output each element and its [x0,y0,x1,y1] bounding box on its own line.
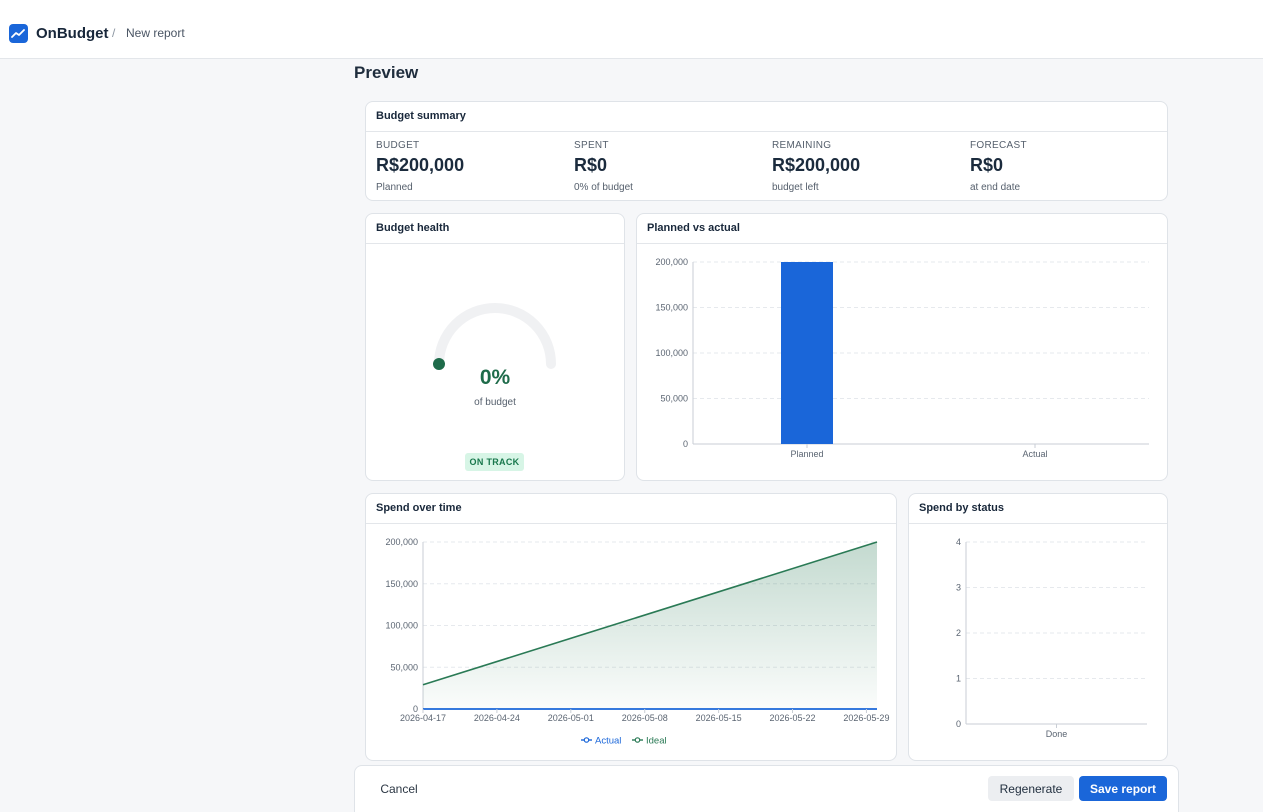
x-tick-label: 2026-05-15 [696,713,742,723]
app-name[interactable]: OnBudget [36,25,109,42]
stat-sub: at end date [970,182,1021,193]
y-tick-label: 2 [956,628,961,638]
legend-marker-ideal [634,737,641,743]
stat-value: R$0 [970,155,1004,175]
x-tick-label: 2026-05-22 [770,713,816,723]
x-tick-label: Planned [790,449,823,459]
y-tick-label: 50,000 [660,394,688,404]
stat-value: R$200,000 [772,155,861,175]
y-tick-label: 4 [956,537,961,547]
divider [366,131,1167,132]
divider [909,523,1167,524]
trend-up-icon[interactable] [9,24,28,43]
legend-label-actual: Actual [595,736,621,747]
legend-label-ideal: Ideal [646,736,667,747]
regenerate-button[interactable]: Regenerate [988,776,1074,801]
health-sub: of budget [474,397,516,408]
stat-value: R$200,000 [376,155,465,175]
card-title: Budget summary [376,110,466,122]
y-tick-label: 0 [683,439,688,449]
stat-sub: Planned [376,182,413,193]
report-footer: Cancel Regenerate Save report [354,765,1179,812]
health-gauge [433,303,556,370]
x-tick-label: Done [1046,729,1068,739]
y-tick-label: 0 [956,719,961,729]
budget-summary-card: Budget summary BUDGET R$200,000 Planned … [365,101,1168,201]
save-report-button[interactable]: Save report [1079,776,1167,801]
health-percent: 0% [479,366,511,389]
x-tick-label: Actual [1022,449,1047,459]
y-tick-label: 150,000 [385,579,418,589]
breadcrumb-current: New report [126,26,185,40]
status-badge: ON TRACK [465,453,524,471]
ideal-line [422,541,878,686]
top-bar: OnBudget / New report [0,0,1263,59]
y-tick-label: 100,000 [385,621,418,631]
spend-over-time-chart: 0 50,000 100,000 150,000 200,000 2026-04-17 20… [385,537,889,747]
gauge-indicator [433,358,445,370]
stat-sub: budget left [772,182,819,193]
stat-label: SPENT [574,140,609,151]
y-tick-label: 50,000 [390,662,418,672]
stat-sub: 0% of budget [574,182,633,193]
card-title: Spend by status [919,502,1004,514]
y-tick-label: 1 [956,674,961,684]
x-tick-label: 2026-05-01 [548,713,594,723]
divider [366,243,624,244]
planned-vs-actual-chart: 0 50,000 100,000 150,000 200,000 Planned Actua… [655,257,1149,459]
stat-label: REMAINING [772,140,832,151]
y-tick-label: 3 [956,583,961,593]
y-tick-label: 200,000 [655,257,688,267]
spend-over-time-card: Spend over time 0 50,000 100,000 150,000 200… [365,493,897,761]
x-tick-label: 2026-04-24 [474,713,520,723]
planned-vs-actual-card: Planned vs actual 0 50,000 100,000 150,000 2… [636,213,1168,481]
bar-planned [781,262,833,444]
y-tick-label: 150,000 [655,303,688,313]
stat-value: R$0 [574,155,608,175]
breadcrumb-separator: / [112,26,116,40]
legend-marker-actual [583,737,590,743]
y-tick-label: 100,000 [655,348,688,358]
stat-label: BUDGET [376,140,420,151]
x-tick-label: 2026-05-29 [843,713,889,723]
divider [637,243,1167,244]
budget-health-card: Budget health 0% of budget ON TRACK [365,213,625,481]
card-title: Planned vs actual [647,222,740,234]
ideal-area [423,542,877,709]
card-title: Budget health [376,222,450,234]
spend-by-status-card: Spend by status 0 1 2 3 4 Done [908,493,1168,761]
stat-label: FORECAST [970,140,1027,151]
spend-by-status-chart: 0 1 2 3 4 Done [956,537,1147,739]
page-title: Preview [354,63,419,82]
gauge-track [434,303,556,369]
divider [366,523,896,524]
y-tick-label: 0 [413,704,418,714]
x-tick-label: 2026-04-17 [400,713,446,723]
cancel-button[interactable]: Cancel [367,776,431,802]
x-tick-label: 2026-05-08 [622,713,668,723]
y-tick-label: 200,000 [385,537,418,547]
card-title: Spend over time [376,502,462,514]
